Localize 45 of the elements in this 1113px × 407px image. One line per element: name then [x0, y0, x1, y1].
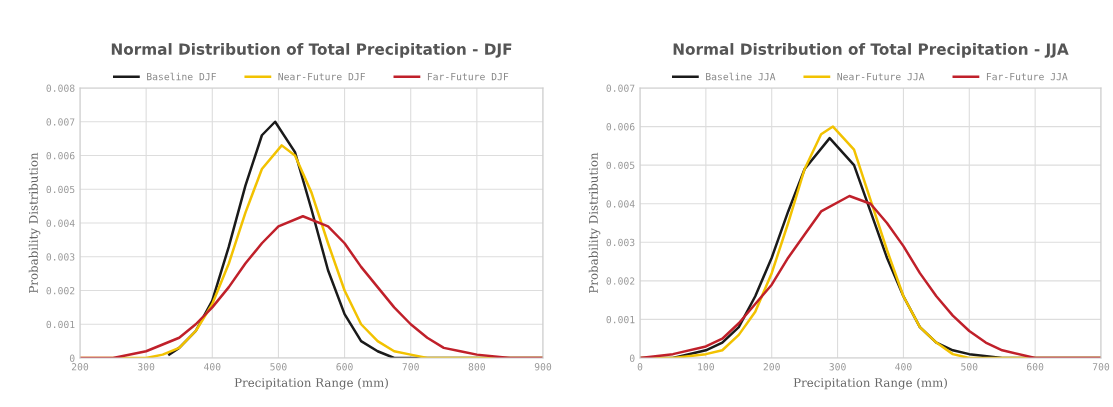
- y-tick-label: 0.006: [46, 152, 75, 160]
- y-tick-label: 0.007: [46, 118, 75, 126]
- y-tick-label: 0.008: [46, 84, 75, 92]
- y-axis-title: Probability Distribution: [28, 152, 41, 293]
- x-tick-label: 900: [534, 363, 552, 371]
- y-tick-label: 0.003: [606, 238, 635, 247]
- legend-label: Near-Future JJA: [837, 73, 925, 81]
- x-tick-label: 500: [961, 363, 978, 371]
- x-tick-label: 400: [203, 363, 221, 371]
- legend-label: Far-Future JJA: [986, 73, 1068, 81]
- y-tick-label: 0.007: [606, 84, 635, 92]
- x-tick-label: 600: [336, 363, 353, 371]
- x-tick-label: 400: [895, 363, 912, 371]
- y-tick-label: 0.005: [46, 185, 75, 194]
- x-tick-label: 100: [698, 363, 715, 371]
- x-tick-label: 300: [138, 363, 155, 371]
- chart-title: Normal Distribution of Total Precipitation - JJA: [673, 43, 1069, 58]
- x-tick-label: 800: [468, 363, 486, 371]
- y-tick-label: 0.002: [606, 277, 635, 285]
- x-tick-label: 0: [637, 363, 643, 371]
- legend-label: Far-Future DJF: [427, 73, 509, 81]
- y-tick-label: 0: [629, 354, 635, 362]
- y-tick-label: 0.003: [46, 253, 75, 261]
- y-tick-label: 0.005: [606, 161, 635, 169]
- x-tick-label: 200: [71, 363, 89, 371]
- y-tick-label: 0.002: [46, 287, 75, 295]
- legend-label: Near-Future DJF: [278, 73, 366, 81]
- y-tick-label: 0: [69, 354, 75, 362]
- y-tick-label: 0.004: [606, 200, 635, 208]
- x-axis-title: Precipitation Range (mm): [793, 377, 947, 390]
- y-tick-label: 0.004: [46, 219, 75, 227]
- x-tick-label: 700: [402, 363, 419, 371]
- y-tick-label: 0.006: [606, 123, 635, 131]
- x-tick-label: 600: [1027, 363, 1044, 371]
- x-tick-label: 500: [270, 363, 287, 371]
- legend-label: Baseline JJA: [706, 72, 776, 81]
- x-axis-title: Precipitation Range (mm): [234, 377, 388, 390]
- y-tick-label: 0.001: [46, 320, 75, 329]
- legend-label: Baseline DJF: [147, 72, 216, 81]
- chart-title: Normal Distribution of Total Precipitation - DJF: [111, 43, 512, 58]
- x-tick-label: 700: [1092, 363, 1110, 371]
- x-tick-label: 200: [763, 363, 780, 371]
- y-axis-title: Probability Distribution: [588, 152, 601, 293]
- y-tick-label: 0.001: [606, 315, 635, 324]
- x-tick-label: 300: [829, 363, 846, 371]
